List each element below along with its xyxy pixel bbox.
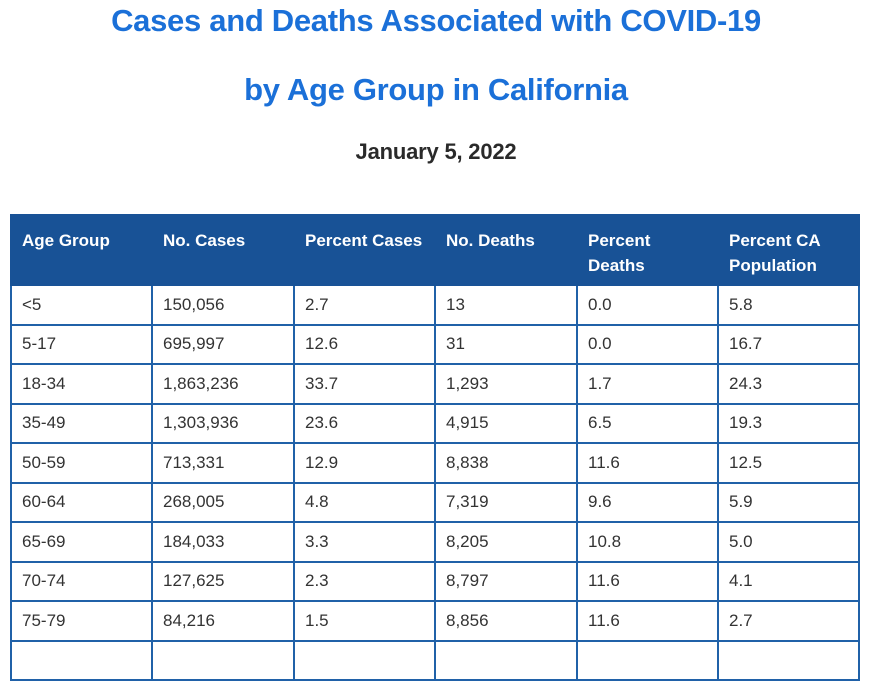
table-cell-no-deaths: 8,797 (434, 560, 578, 602)
table-cell-no-deaths: 1,293 (434, 363, 578, 405)
table-cell-no-cases: 127,625 (151, 560, 295, 602)
table-cell-percent-ca-population: 2.7 (717, 600, 860, 642)
table-cell-percent-cases: 12.6 (293, 323, 436, 365)
table-row-partial (10, 639, 860, 681)
table-cell-no-deaths: 31 (434, 323, 578, 365)
table-row: 5-17 695,997 12.6 31 0.0 16.7 (10, 323, 860, 365)
table-cell-percent-cases: 12.9 (293, 442, 436, 484)
table-cell-no-deaths: 8,838 (434, 442, 578, 484)
table-cell-age-group: 70-74 (10, 560, 153, 602)
table-cell-percent-cases: 3.3 (293, 521, 436, 563)
table-cell-percent-cases: 33.7 (293, 363, 436, 405)
table-cell-percent-ca-population: 24.3 (717, 363, 860, 405)
table-cell-age-group: <5 (10, 284, 153, 326)
table-header-row: Age Group No. Cases Percent Cases No. De… (10, 214, 860, 286)
table-cell (151, 639, 295, 681)
table-cell-percent-ca-population: 5.8 (717, 284, 860, 326)
table-row: 70-74 127,625 2.3 8,797 11.6 4.1 (10, 560, 860, 602)
table-row: 35-49 1,303,936 23.6 4,915 6.5 19.3 (10, 402, 860, 444)
table-cell-percent-deaths: 1.7 (576, 363, 719, 405)
table-cell-percent-ca-population: 5.0 (717, 521, 860, 563)
page-title-line-2: by Age Group in California (244, 72, 628, 107)
table-cell-percent-deaths: 9.6 (576, 481, 719, 523)
table-cell (293, 639, 436, 681)
table-row: <5 150,056 2.7 13 0.0 5.8 (10, 284, 860, 326)
table-cell-percent-cases: 2.7 (293, 284, 436, 326)
table-cell-percent-deaths: 0.0 (576, 323, 719, 365)
table-cell-no-deaths: 7,319 (434, 481, 578, 523)
table-cell-no-deaths: 13 (434, 284, 578, 326)
table-cell-no-deaths: 8,856 (434, 600, 578, 642)
table-cell-percent-ca-population: 19.3 (717, 402, 860, 444)
table-cell-percent-deaths: 11.6 (576, 442, 719, 484)
table-cell (717, 639, 860, 681)
table-cell (10, 639, 153, 681)
table-cell-age-group: 50-59 (10, 442, 153, 484)
table-cell-percent-ca-population: 5.9 (717, 481, 860, 523)
column-header-age-group: Age Group (10, 214, 153, 286)
table-cell-percent-deaths: 0.0 (576, 284, 719, 326)
table-cell-age-group: 5-17 (10, 323, 153, 365)
table-cell-percent-ca-population: 12.5 (717, 442, 860, 484)
table-cell-percent-ca-population: 4.1 (717, 560, 860, 602)
table-cell-no-cases: 1,303,936 (151, 402, 295, 444)
table-cell-no-deaths: 4,915 (434, 402, 578, 444)
covid-age-group-table: Age Group No. Cases Percent Cases No. De… (10, 214, 860, 681)
table-cell-no-cases: 695,997 (151, 323, 295, 365)
table-row: 65-69 184,033 3.3 8,205 10.8 5.0 (10, 521, 860, 563)
table-cell-percent-ca-population: 16.7 (717, 323, 860, 365)
table-cell-age-group: 65-69 (10, 521, 153, 563)
column-header-percent-cases: Percent Cases (293, 214, 436, 286)
table-cell-percent-cases: 1.5 (293, 600, 436, 642)
table-cell-no-cases: 713,331 (151, 442, 295, 484)
table-cell-percent-deaths: 10.8 (576, 521, 719, 563)
column-header-no-cases: No. Cases (151, 214, 295, 286)
table-cell-no-cases: 1,863,236 (151, 363, 295, 405)
table-cell (434, 639, 578, 681)
column-header-percent-ca-population: Percent CA Population (717, 214, 860, 286)
table-row: 75-79 84,216 1.5 8,856 11.6 2.7 (10, 600, 860, 642)
table-cell-age-group: 75-79 (10, 600, 153, 642)
table-cell-no-cases: 150,056 (151, 284, 295, 326)
table-row: 18-34 1,863,236 33.7 1,293 1.7 24.3 (10, 363, 860, 405)
table-cell-no-cases: 184,033 (151, 521, 295, 563)
column-header-percent-deaths: Percent Deaths (576, 214, 719, 286)
table-row: 50-59 713,331 12.9 8,838 11.6 12.5 (10, 442, 860, 484)
table-cell-age-group: 60-64 (10, 481, 153, 523)
column-header-no-deaths: No. Deaths (434, 214, 578, 286)
table-cell-no-deaths: 8,205 (434, 521, 578, 563)
table-cell (576, 639, 719, 681)
table-cell-age-group: 35-49 (10, 402, 153, 444)
table-cell-percent-deaths: 11.6 (576, 600, 719, 642)
table-cell-percent-deaths: 6.5 (576, 402, 719, 444)
table-cell-no-cases: 84,216 (151, 600, 295, 642)
table-cell-no-cases: 268,005 (151, 481, 295, 523)
table-cell-percent-cases: 23.6 (293, 402, 436, 444)
report-date: January 5, 2022 (355, 139, 517, 164)
page-title-line-1: Cases and Deaths Associated with COVID-1… (111, 3, 761, 38)
table-cell-percent-cases: 2.3 (293, 560, 436, 602)
table-row: 60-64 268,005 4.8 7,319 9.6 5.9 (10, 481, 860, 523)
table-cell-percent-deaths: 11.6 (576, 560, 719, 602)
table-cell-age-group: 18-34 (10, 363, 153, 405)
table-cell-percent-cases: 4.8 (293, 481, 436, 523)
page-header: Cases and Deaths Associated with COVID-1… (0, 3, 872, 165)
